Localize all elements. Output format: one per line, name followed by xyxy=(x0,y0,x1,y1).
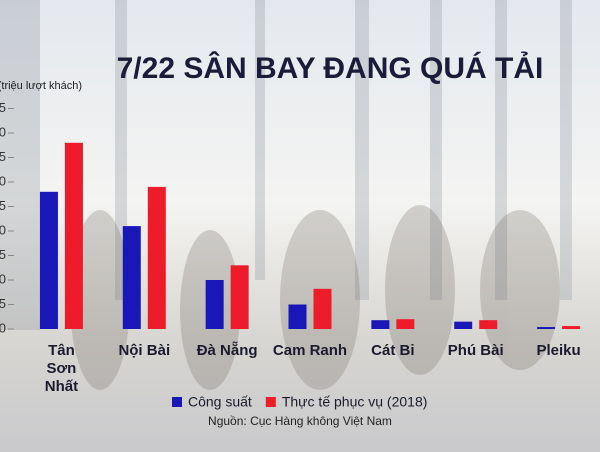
bar xyxy=(479,320,498,329)
bar xyxy=(454,321,473,329)
x-tick-label: Nội Bài xyxy=(118,342,171,359)
bar xyxy=(205,280,224,329)
bar xyxy=(147,186,166,329)
x-tick-label: Tân Sơn Nhất xyxy=(44,342,79,395)
bar xyxy=(39,191,58,329)
y-tick-label: 15 xyxy=(0,247,6,262)
bar xyxy=(537,327,556,329)
legend-label: Công suất xyxy=(188,394,252,410)
y-tick-label: 30 xyxy=(0,173,6,188)
bar xyxy=(396,319,415,329)
chart-title: 7/22 SÂN BAY ĐANG QUÁ TẢI xyxy=(117,51,544,85)
legend-swatch xyxy=(265,397,276,407)
x-tick-label: Cam Ranh xyxy=(272,342,348,359)
y-tick-label: 25 xyxy=(0,198,6,213)
y-tick-label: 45 xyxy=(0,100,6,115)
y-tick-label: 40 xyxy=(0,124,6,139)
bar xyxy=(122,226,141,329)
x-tick-label: Cát Bi xyxy=(371,342,415,359)
y-tick-label: 10 xyxy=(0,271,6,286)
y-tick-label: 20 xyxy=(0,222,6,237)
background-frames xyxy=(0,0,572,330)
x-tick-label: Pleiku xyxy=(536,342,581,359)
x-tick-label: Phú Bài xyxy=(447,342,504,359)
bar xyxy=(562,326,581,329)
bar xyxy=(230,265,249,329)
y-tick-label: 0 xyxy=(0,320,6,335)
bar xyxy=(371,320,390,329)
source: Nguồn: Cục Hàng không Việt Nam xyxy=(208,414,392,428)
legend-swatch xyxy=(172,397,182,407)
bar xyxy=(313,288,332,329)
y-tick-label: 35 xyxy=(0,149,6,164)
x-tick-label: Đà Nẵng xyxy=(196,342,258,359)
bar xyxy=(64,142,83,329)
y-axis-label: (triệu lượt khách) xyxy=(0,80,82,92)
y-tick-label: 5 xyxy=(0,296,6,311)
bar xyxy=(288,304,307,329)
legend-label: Thực tế phục vụ (2018) xyxy=(282,394,428,410)
